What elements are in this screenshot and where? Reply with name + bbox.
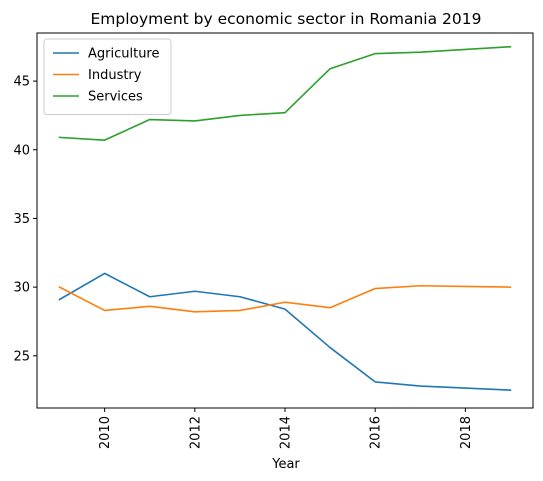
series-line-services (58, 45, 512, 141)
legend-item-agriculture: Agriculture (53, 47, 160, 62)
legend-label: Agriculture (88, 47, 160, 62)
x-tick-label: 2010 (98, 416, 113, 449)
x-tick-label: 2014 (279, 416, 294, 449)
y-tick-label: 35 (13, 212, 30, 227)
legend: Agriculture Industry Services (43, 38, 172, 115)
y-tick-label: 45 (13, 75, 30, 90)
y-axis: 25 30 35 40 45 (13, 75, 37, 364)
chart-title: Employment by economic sector in Romania… (90, 10, 481, 28)
x-tick-label: 2012 (188, 416, 203, 449)
y-tick-label: 40 (13, 143, 30, 158)
legend-item-industry: Industry (53, 68, 142, 83)
x-axis: 2010 2012 2014 2016 2018 (98, 408, 474, 449)
legend-label: Services (88, 90, 143, 105)
x-tick-label: 2016 (369, 416, 384, 449)
legend-items: Agriculture Industry Services (53, 47, 160, 105)
y-tick-label: 30 (13, 281, 30, 296)
series-line-industry (58, 284, 512, 313)
legend-label: Industry (88, 68, 142, 83)
x-axis-label: Year (271, 457, 300, 472)
series-line-agriculture (58, 272, 512, 391)
x-tick-label: 2018 (459, 416, 474, 449)
series-layer (58, 45, 512, 391)
legend-item-services: Services (53, 90, 143, 105)
y-tick-label: 25 (13, 349, 30, 364)
